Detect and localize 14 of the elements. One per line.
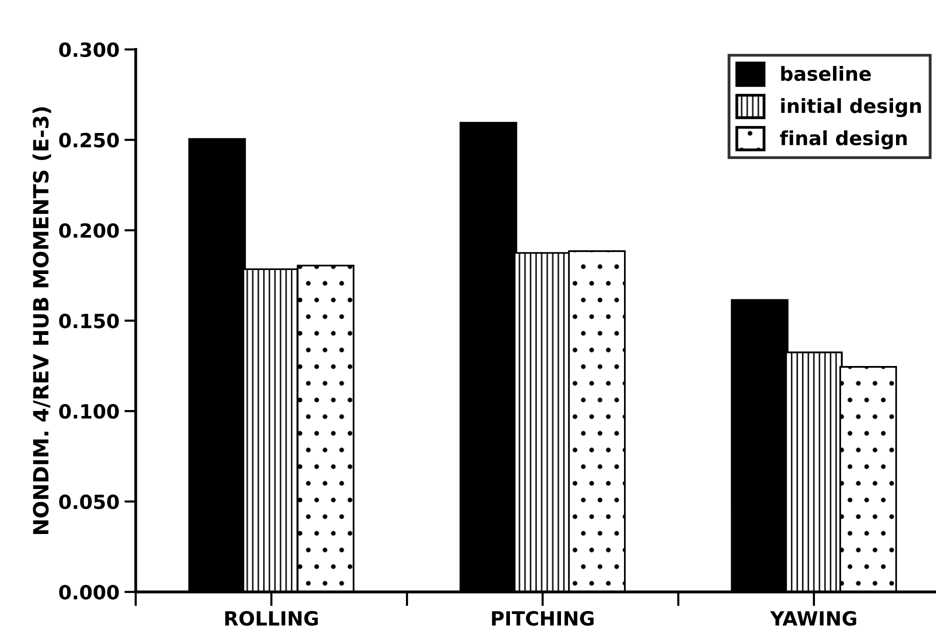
y-tick-label: 0.150 — [59, 314, 119, 328]
y-tick-label: 0.100 — [59, 404, 119, 419]
legend-label: final design — [780, 130, 907, 150]
y-axis-title: NONDIM. 4/REV HUB MOMENTS (E-3) — [32, 107, 52, 534]
x-tick-label: YAWING — [770, 611, 856, 626]
y-tick-label: 0.000 — [59, 584, 119, 600]
x-tick-label: ROLLING — [225, 611, 318, 626]
x-tick-label: PITCHING — [492, 611, 594, 626]
y-tick-label: 0.250 — [59, 132, 119, 148]
legend-label: initial design — [781, 98, 921, 118]
legend-label: baseline — [781, 66, 871, 82]
y-tick-label: 0.050 — [59, 494, 119, 510]
y-tick-label: 0.300 — [59, 42, 119, 58]
y-tick-label: 0.200 — [59, 223, 119, 238]
